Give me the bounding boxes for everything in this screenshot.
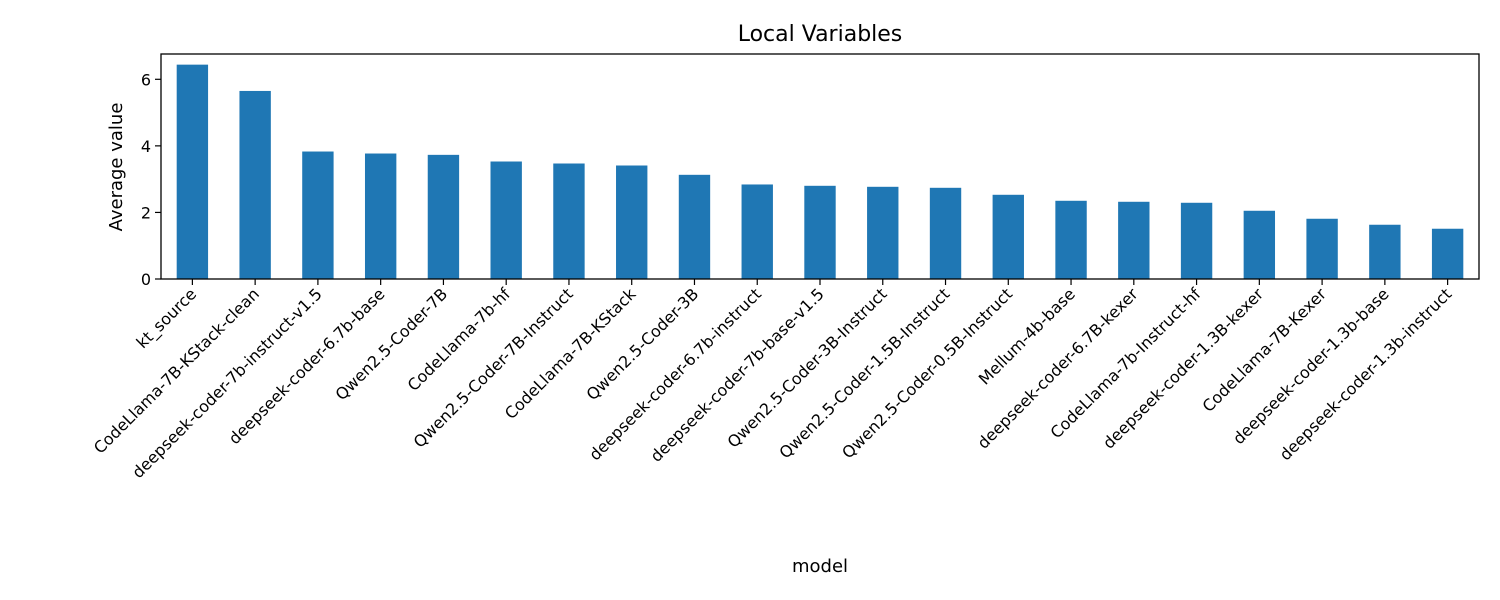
y-tick-label: 2 [141,203,151,222]
chart-title: Local Variables [738,22,903,47]
y-ticks-group: 0 2 4 6 [141,70,161,289]
y-tick-label: 4 [141,137,151,156]
bar [1431,228,1464,279]
bar [1118,201,1150,279]
x-axis-label: model [792,556,848,577]
bar [1055,200,1087,279]
x-tick-label: Qwen2.5-Coder-7B [332,284,452,404]
bar [867,186,899,279]
bar [1180,202,1213,279]
bar [1243,210,1276,279]
bar [804,185,836,279]
bar [678,174,711,279]
bar [553,163,585,279]
bar [176,64,209,280]
x-tick-label: CodeLlama-7B-Kexer [1198,284,1330,416]
bar [929,187,962,279]
bar [741,184,773,279]
bar [616,165,648,279]
bar [239,90,271,279]
bar [1369,224,1401,279]
x-tick-label: Qwen2.5-Coder-3B [583,284,703,404]
plot-frame [160,53,1480,280]
bar [1306,218,1338,279]
bar [364,153,397,279]
bar [992,194,1024,279]
y-tick-label: 6 [141,70,151,89]
bar [427,154,460,279]
bar [302,151,334,279]
y-axis-label: Average value [106,103,127,232]
x-ticks-group: kt_sourceCodeLlama-7B-KStack-cleandeepse… [90,279,1455,482]
bar [490,161,522,279]
bars-group [176,64,1464,280]
y-tick-label: 0 [141,270,151,289]
